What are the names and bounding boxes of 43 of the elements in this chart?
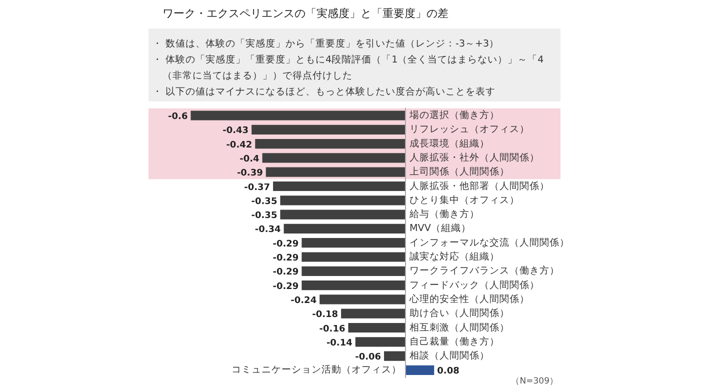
data-label: -0.6 [168,112,188,122]
data-label: -0.35 [251,196,278,207]
data-label: -0.14 [326,338,352,348]
text: ・ 体験の「実感度」「重要度」ともに4段階評価（「1（全く当てはまらない）」～「4 （非常に当てはまる）」）で得点付けした [152,54,544,82]
text: （N=309） [510,376,559,386]
y-tick-label: 人脈拡張・他部署（人間関係） [410,180,550,192]
y-tick-label: 上司関係（人間関係） [410,166,510,178]
y-tick-label: 自己裁量（働き方） [410,335,500,348]
y-tick-label: 心理的安全性（人間関係） [408,292,530,305]
data-label: -0.35 [251,211,278,222]
y-tick-label: インフォーマルな交流（人間関係） [410,236,570,248]
data-label: -0.24 [290,296,317,306]
y-tick-label: リフレッシュ（オフィス） [410,124,530,136]
data-label: -0.29 [272,268,299,278]
data-label: -0.37 [244,182,270,193]
y-tick-label: ひとり集中（オフィス） [410,194,520,206]
y-tick-label: ワークライフバランス（働き方） [410,264,560,277]
y-tick-label: 誠実な対応（組織） [410,250,500,262]
data-label: -0.4 [240,154,260,164]
text: ・ 数値は、体験の「実感度」から「重要度」を引いた値（レンジ：-3～+3） [152,38,499,50]
data-label: -0.29 [272,254,299,264]
data-label: -0.34 [254,225,281,236]
data-label: -0.29 [272,239,299,250]
y-tick-label: MVV（組織） [410,222,471,234]
y-tick-label: 相互刺激（人間関係） [410,321,510,334]
y-tick-label: 相談（人間関係） [410,350,490,362]
y-tick-label: 場の選択（働き方） [408,109,500,121]
y-tick-label: コミュニケーション活動（オフィス） [232,364,402,376]
text: ・ 以下の値はマイナスになるほど、もっと体験したい度合が高いことを表す [152,86,496,98]
y-tick-label: 助け合い（人間関係） [410,307,510,320]
data-label: 0.08 [437,366,460,377]
y-tick-label: フィードバック（人間関係） [410,278,540,291]
data-label: -0.18 [312,310,338,320]
data-label: -0.42 [226,140,252,150]
data-label: -0.16 [319,324,346,334]
y-tick-label: 人脈拡張・社外（人間関係） [410,151,540,164]
y-tick-label: 給与（働き方） [408,208,480,220]
data-label: -0.29 [272,282,299,292]
data-label: -0.39 [236,168,263,179]
data-label: -0.43 [222,126,249,136]
data-label: -0.06 [355,352,382,363]
chart-title: ワーク・エクスペリエンスの「実感度」と「重要度」の差 [162,7,448,20]
y-tick-label: 成長環境（組織） [410,137,490,150]
